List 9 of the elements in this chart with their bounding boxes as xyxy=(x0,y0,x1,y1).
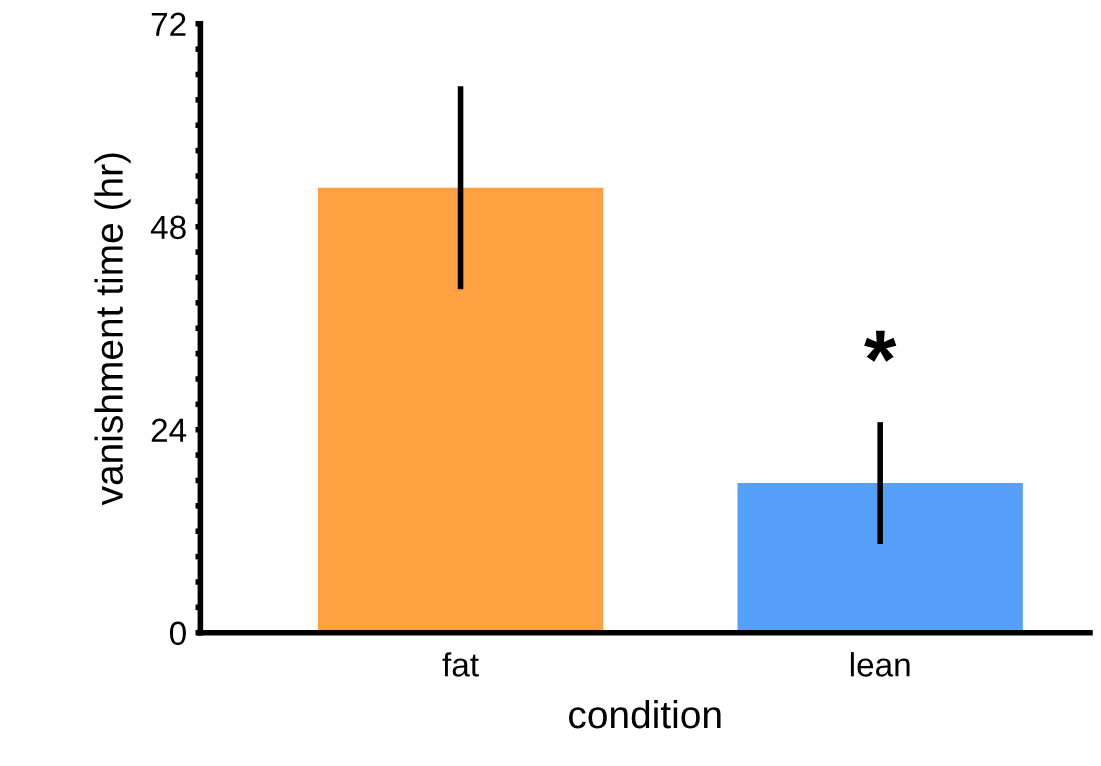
y-tick-label: 48 xyxy=(150,215,186,240)
x-axis-title: condition xyxy=(569,699,721,729)
y-axis-title: vanishment time (hr) xyxy=(94,153,131,506)
x-tick-label: fat xyxy=(442,652,479,677)
y-tick-label: 24 xyxy=(151,418,187,442)
x-tick-label: lean xyxy=(850,652,910,677)
y-tick-label: 0 xyxy=(169,621,186,646)
annotation: * xyxy=(864,330,897,362)
y-tick-label: 72 xyxy=(151,12,186,36)
